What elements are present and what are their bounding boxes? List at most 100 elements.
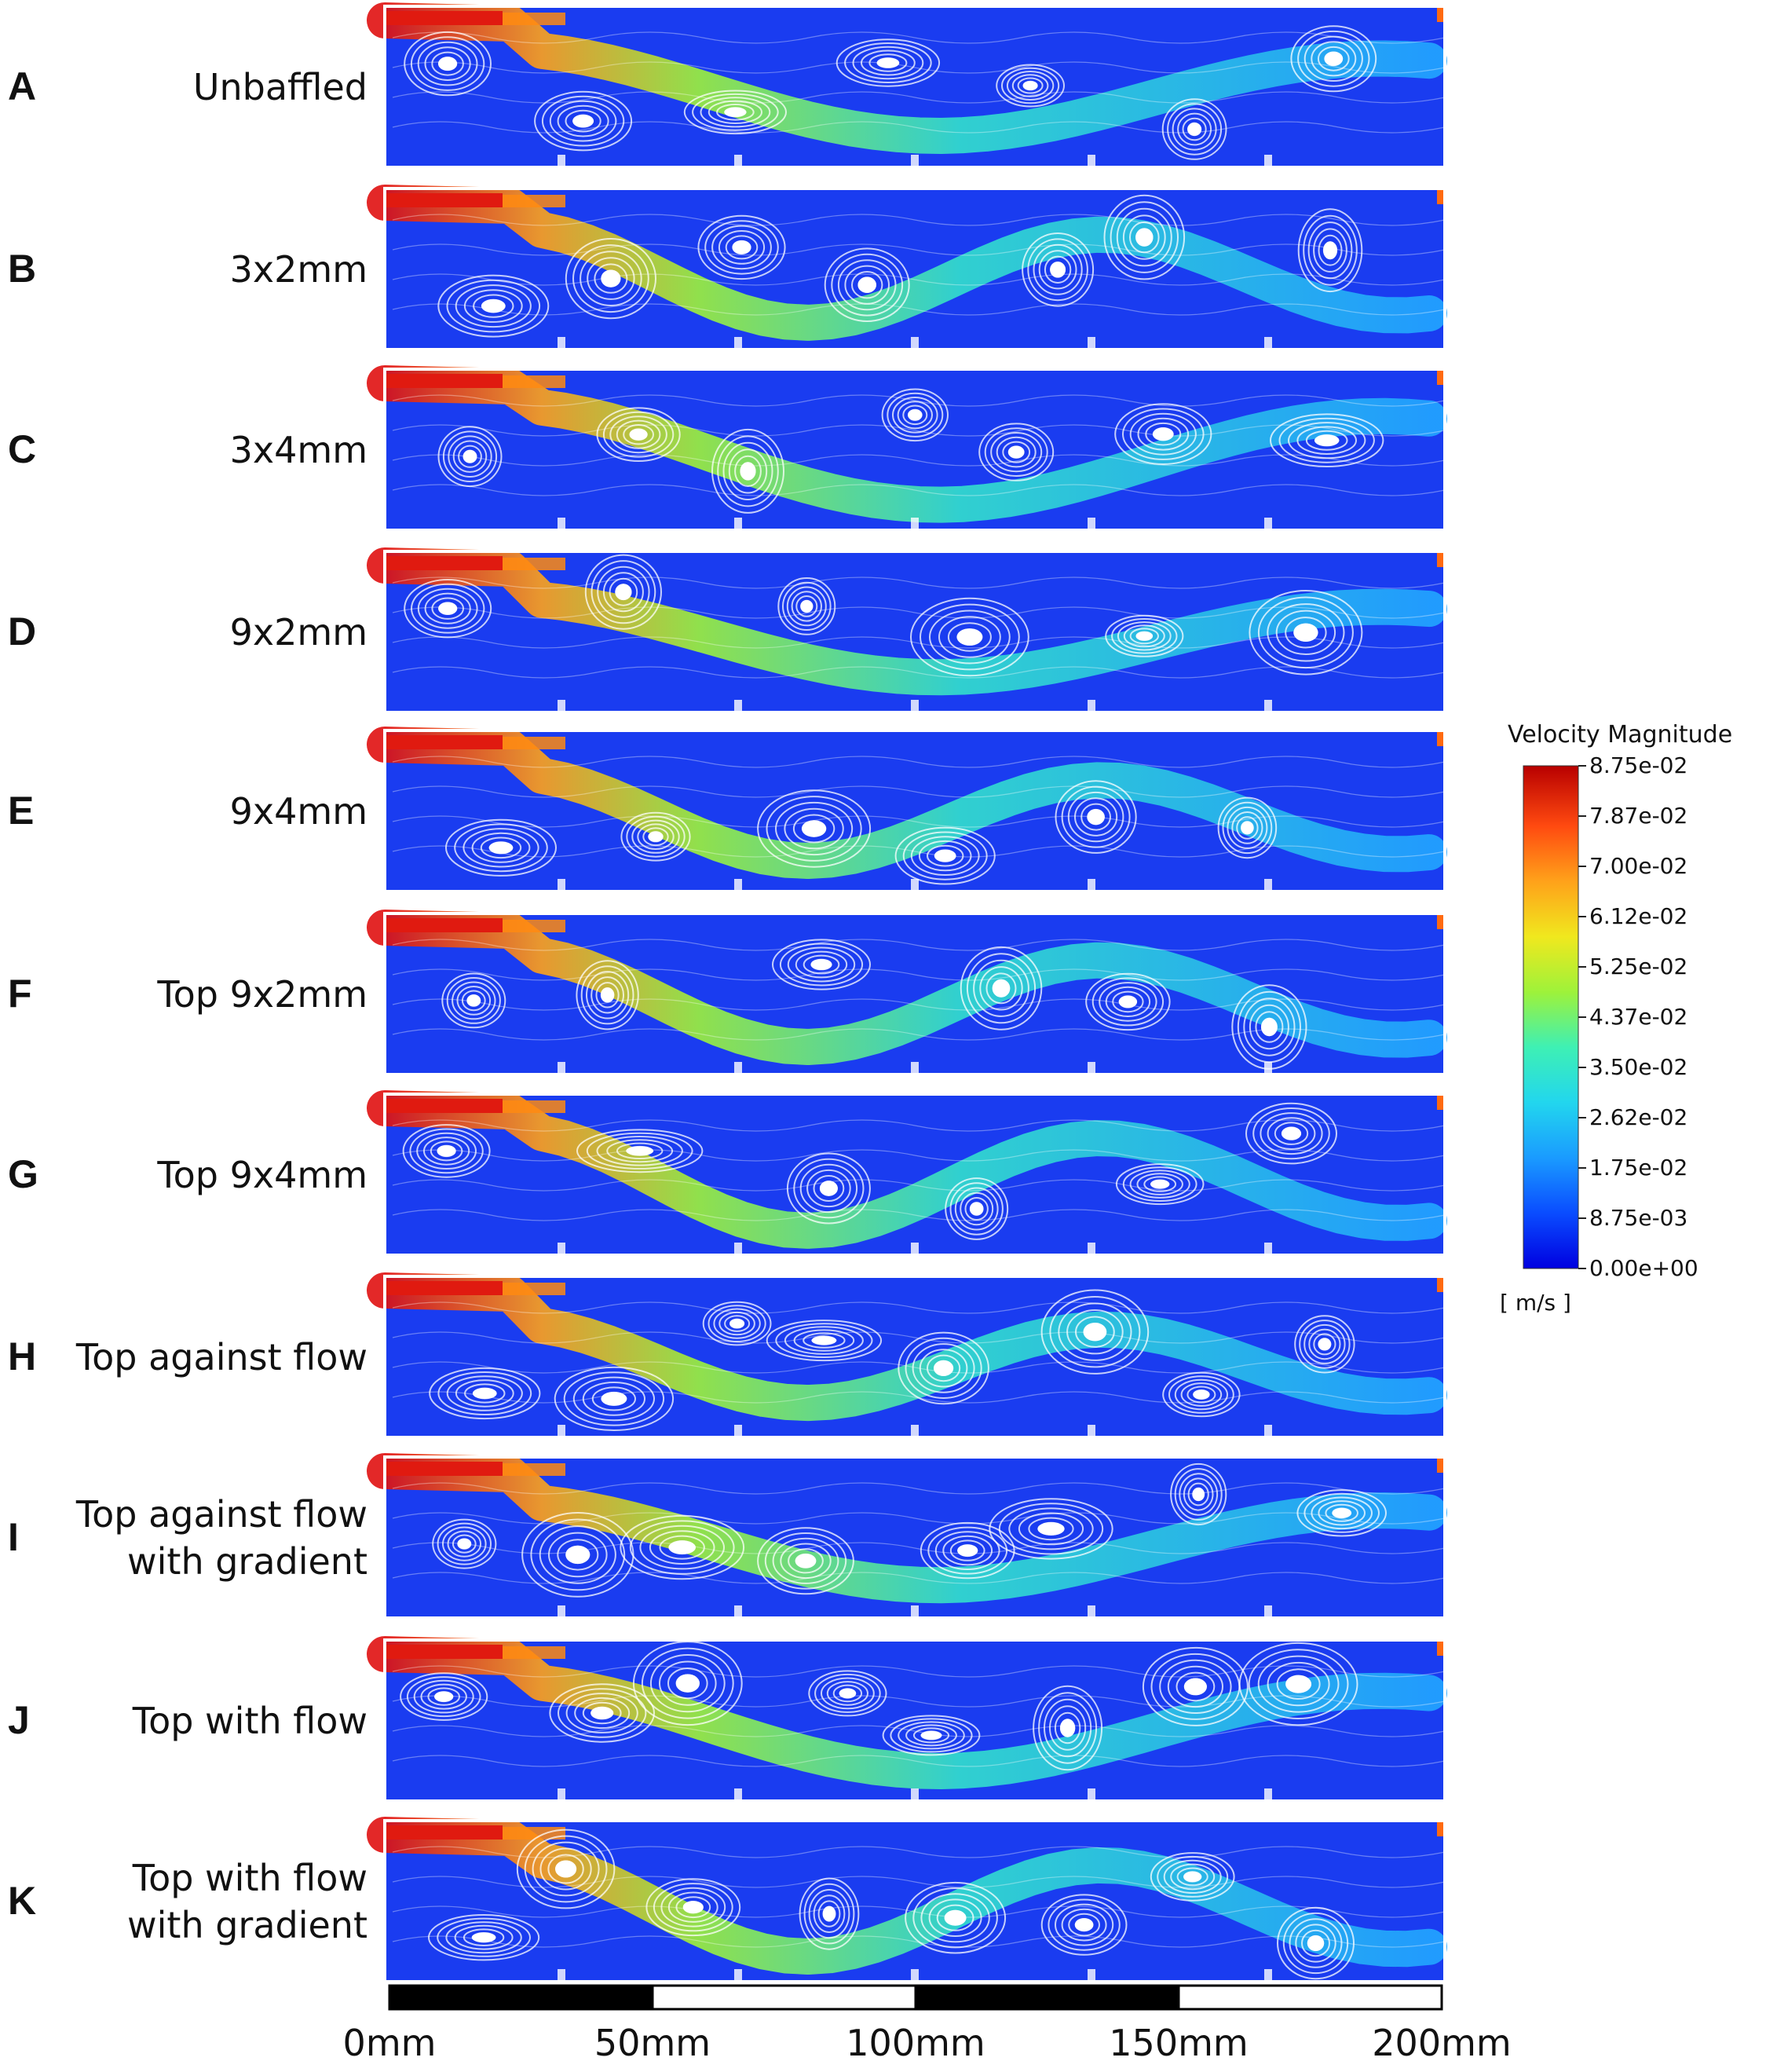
baffle [734,155,742,167]
panel-letter: H [8,1334,37,1378]
streamline [979,966,1023,1011]
baffle [558,1425,565,1437]
baffle [1264,337,1272,350]
streamline [1085,972,1171,1031]
vortex-core [1183,1678,1207,1696]
panel-name: 3x2mm [229,247,367,291]
vortex [799,1877,860,1950]
streamline [1006,71,1055,101]
streamline [936,1904,974,1931]
baffle [911,879,919,891]
streamline [463,828,539,868]
streamline [1267,1117,1316,1150]
vortex-core [1285,1675,1312,1693]
scale-label: 0mm [342,2022,437,2064]
vortex-core [1152,427,1174,441]
baffle [1088,1969,1095,1982]
streamline [954,1187,999,1231]
vortex-core [466,994,481,1007]
streamline [1115,1163,1205,1206]
panel-border [383,187,1446,351]
legend-tick-label: 8.75e-02 [1589,752,1688,778]
streamline [1318,1500,1366,1526]
streamline [1163,1859,1222,1894]
vortex-core [648,831,664,842]
streamline [989,1498,1113,1560]
vortex [584,554,663,630]
streamline [392,636,1446,649]
vortex [516,1829,616,1909]
panel-name: Top with flow with gradient [127,1856,367,1946]
streamline [725,235,759,260]
scale-segment [1177,1984,1443,2011]
streamline [799,1877,860,1950]
streamline [1277,1906,1355,1980]
streamline [623,424,654,445]
baffle [1088,518,1095,530]
streamline [912,1727,950,1744]
streamline [1176,1867,1208,1887]
streamline [788,1548,824,1574]
streamline [609,577,638,606]
inlet-jet [385,374,503,388]
jet-stream [367,1090,1447,1249]
jet-stream [367,185,1447,341]
streamline [659,1660,717,1706]
streamline [1294,1315,1355,1374]
vortex [620,1514,745,1580]
vortex [1162,1371,1241,1418]
streamline [626,815,686,858]
streamline [724,1315,751,1332]
streamline [582,1701,622,1725]
streamline [411,583,485,634]
streamline [784,1326,864,1355]
vortex [1150,1852,1235,1902]
streamline [1033,1685,1103,1771]
panel-name: 9x2mm [229,610,367,653]
vortex-core [1307,1935,1325,1951]
streamline [775,1323,873,1358]
vortex-core [555,1860,577,1878]
streamline [461,990,486,1012]
streamline [392,1149,1446,1162]
streamline [910,836,980,876]
streamline [565,109,601,133]
streamline [791,591,823,622]
streamline [1318,234,1343,266]
vortex [1294,1315,1355,1374]
streamline [534,90,633,152]
streamline [966,953,1037,1024]
streamline [1002,441,1031,463]
streamline [1217,796,1278,859]
streamline [667,1667,708,1700]
vortex [683,90,788,135]
streamline [429,1367,541,1420]
baffle [558,1969,565,1982]
baffle [911,518,919,530]
scale-label: 100mm [846,2022,985,2064]
vortex-core [1135,631,1154,641]
streamline [596,407,681,463]
streamline [458,445,482,468]
streamline [392,785,1446,798]
streamline [757,1527,854,1595]
streamline [431,597,465,620]
streamline [782,581,832,631]
inlet-jet [385,1099,503,1113]
jet-stream [367,1272,1447,1422]
inlet-jet-tail [503,920,565,932]
streamline [990,432,1043,473]
streamline [563,1371,665,1426]
vortex [1115,1163,1205,1206]
streamline [645,1878,741,1937]
streamline [1307,221,1353,280]
streamline [814,1673,881,1713]
vortex [534,90,633,152]
baffle [1264,879,1272,891]
vortex-core [438,602,458,615]
streamline [1260,1112,1323,1155]
panel-letter: E [8,788,35,833]
streamline [427,1687,461,1706]
baffle [1264,1425,1272,1437]
vortex-core [668,1540,696,1554]
